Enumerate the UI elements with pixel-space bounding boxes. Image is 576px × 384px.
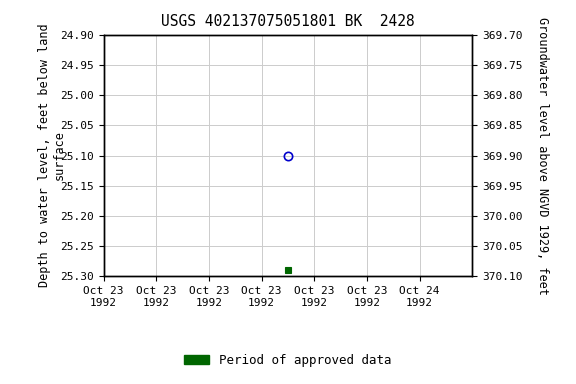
Title: USGS 402137075051801 BK  2428: USGS 402137075051801 BK 2428 (161, 14, 415, 29)
Y-axis label: Groundwater level above NGVD 1929, feet: Groundwater level above NGVD 1929, feet (536, 17, 550, 295)
Legend: Period of approved data: Period of approved data (179, 349, 397, 372)
Y-axis label: Depth to water level, feet below land
surface: Depth to water level, feet below land su… (38, 24, 66, 287)
